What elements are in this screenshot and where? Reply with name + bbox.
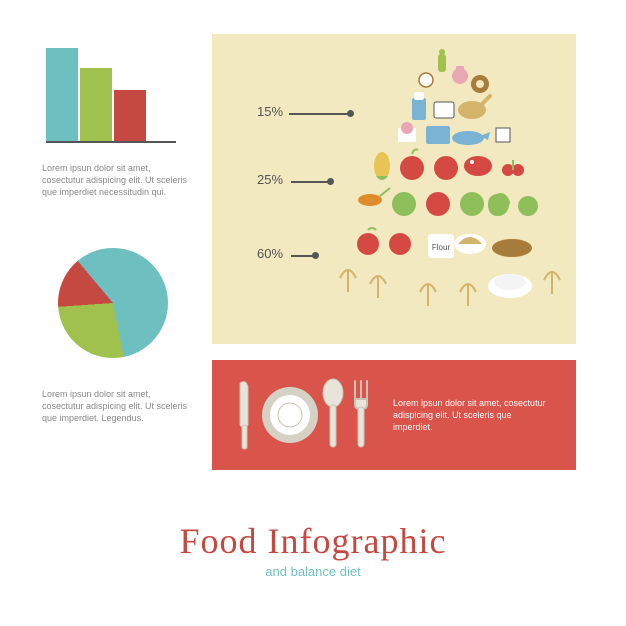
- bar-chart-caption: Lorem ipsun dolor sit amet, cosectutur a…: [42, 162, 192, 198]
- bar: [114, 90, 146, 141]
- dining-caption: Lorem ipsun dolor sit amet, cosectutur a…: [393, 397, 553, 433]
- main-title: Food Infographic: [0, 520, 626, 562]
- pie-chart: [58, 248, 168, 358]
- pyramid-level-label-2: 25%: [257, 172, 283, 187]
- bar: [80, 68, 112, 141]
- title-block: Food Infographic and balance diet: [0, 520, 626, 579]
- plate-icon: [262, 387, 318, 443]
- pyramid-level-label-3: 60%: [257, 246, 283, 261]
- bar: [46, 48, 78, 141]
- svg-text:Flour: Flour: [432, 243, 451, 252]
- dining-panel: Lorem ipsun dolor sit amet, cosectutur a…: [212, 360, 576, 470]
- fork-icon: [355, 381, 367, 447]
- pie-chart-caption: Lorem ipsun dolor sit amet, cosectutur a…: [42, 388, 192, 424]
- knife-icon: [240, 382, 248, 449]
- food-pyramid-icons: Flour: [300, 48, 590, 332]
- spoon-icon: [323, 379, 343, 447]
- cutlery-set: [230, 375, 375, 455]
- pyramid-level-label-1: 15%: [257, 104, 283, 119]
- subtitle: and balance diet: [0, 564, 626, 579]
- food-pyramid-panel: 15% 25% 60% Flour: [212, 34, 576, 344]
- bar-chart: [46, 48, 176, 143]
